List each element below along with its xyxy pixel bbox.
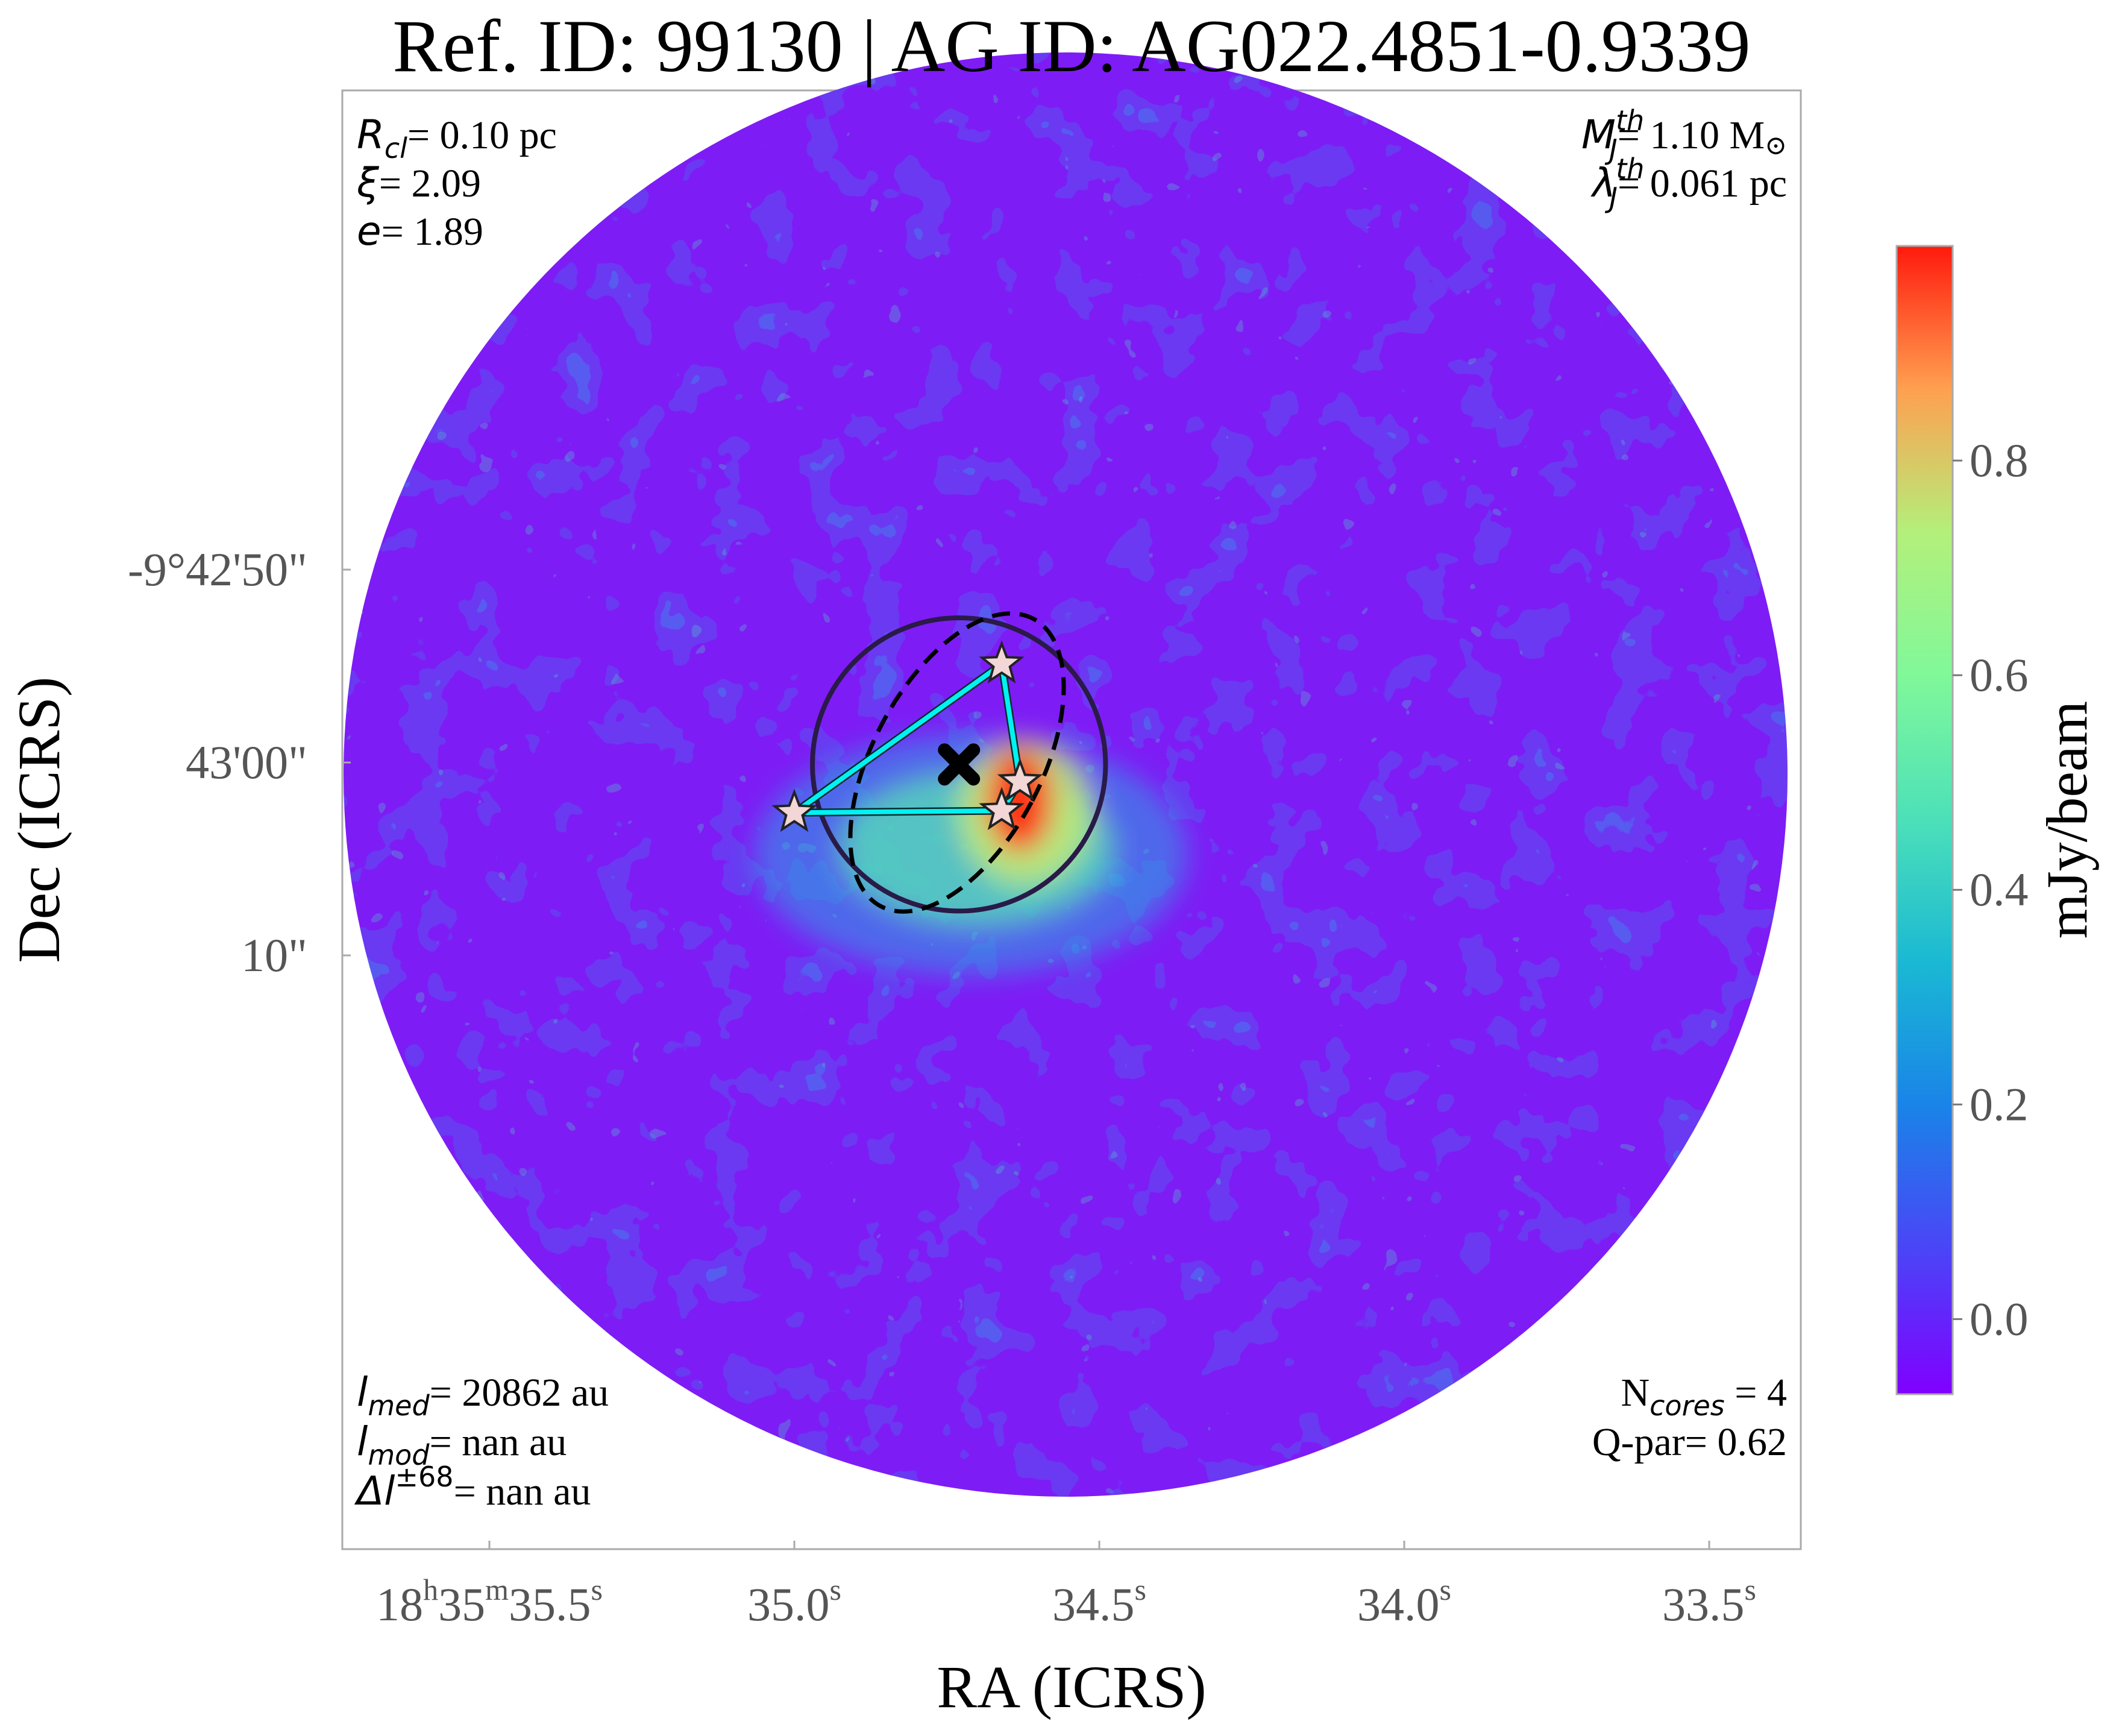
annotation-line: Δl±68= nan au: [354, 1461, 591, 1514]
fitted-ellipse: [848, 611, 1066, 914]
y-axis-label: Dec (ICRS): [5, 677, 72, 963]
x-tick-label: 33.5s: [1662, 1573, 1756, 1631]
annotation-line: lmod= nan au: [357, 1418, 567, 1471]
chart-title: Ref. ID: 99130 | AG ID: AG022.4851-0.933…: [392, 5, 1750, 87]
colorbar: 0.0 0.2 0.4 0.6 0.8 mJy/beam: [1895, 245, 2099, 1395]
core-star-marker: [979, 640, 1025, 684]
x-axis-label: RA (ICRS): [937, 1653, 1206, 1720]
x-tick-label: 18h35m35.5s: [376, 1573, 603, 1631]
y-tick-label: -9°42'50": [128, 543, 307, 596]
y-axis-ticks: -9°42'50" 43'00" 10": [128, 543, 351, 981]
annotation-line: λth J= 0.061 pc: [1590, 153, 1787, 214]
core-star-marker: [979, 787, 1025, 831]
clump-circle: [810, 615, 1108, 914]
x-axis-ticks: 18h35m35.5s 35.0s 34.5s 34.0s 33.5s: [376, 1541, 1756, 1631]
emission-map: [344, 52, 1788, 1497]
colorbar-tick-label: 0.0: [1970, 1292, 2029, 1345]
x-tick-label: 34.5s: [1052, 1573, 1146, 1631]
annotation-line: Ncores = 4: [1621, 1371, 1787, 1422]
x-tick-label: 35.0s: [747, 1573, 841, 1631]
x-tick-label: 34.0s: [1357, 1573, 1451, 1631]
mst-edge: [999, 664, 1023, 782]
annotation-line: Mth J= 1.10 M⊙: [1581, 104, 1787, 166]
colorbar-tick-label: 0.2: [1970, 1078, 2029, 1130]
annotation-line: ξ= 2.09: [356, 160, 481, 206]
core-star-marker: [997, 758, 1043, 802]
colorbar-tick-label: 0.4: [1970, 863, 2029, 916]
core-star-marker: [771, 788, 817, 832]
colorbar-gradient: [1895, 245, 1954, 1395]
annotations: Rcl= 0.10 pcξ= 2.09e= 1.89 Mth J= 1.10 M⊙λ…: [354, 104, 1787, 1514]
overlays: [771, 611, 1108, 914]
y-tick-label: 10": [241, 929, 307, 981]
colorbar-ticks: 0.0 0.2 0.4 0.6 0.8: [1953, 434, 2029, 1345]
mst-edge: [794, 808, 1002, 816]
annotation-line: lmed= 20862 au: [357, 1369, 609, 1422]
annotation-line: e= 1.89: [357, 208, 483, 254]
mst-edge: [793, 662, 1003, 815]
colorbar-tick-label: 0.6: [1970, 649, 2029, 701]
annotation-line: Rcl= 0.10 pc: [357, 112, 557, 165]
colorbar-label: mJy/beam: [2035, 701, 2099, 939]
colorbar-tick-label: 0.8: [1970, 434, 2029, 486]
annotation-line: Q-par= 0.62: [1592, 1420, 1787, 1464]
clump-center-marker: [938, 743, 981, 786]
y-tick-label: 43'00": [186, 736, 307, 788]
